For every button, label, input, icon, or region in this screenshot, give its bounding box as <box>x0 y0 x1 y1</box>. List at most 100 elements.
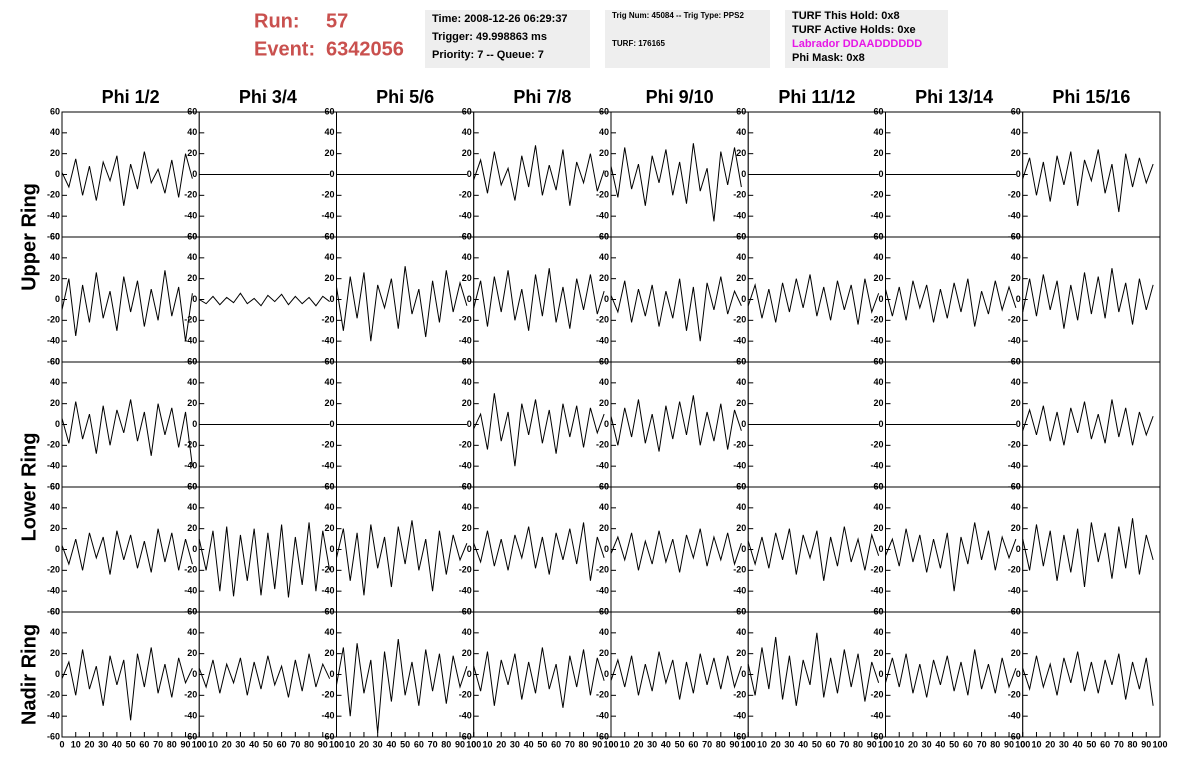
panel-frame <box>747 611 886 738</box>
panel-frame <box>473 236 612 363</box>
y-tick-label: -60 <box>733 231 746 241</box>
waveform <box>61 399 193 467</box>
y-tick-label: -40 <box>184 711 197 721</box>
y-tick-label: 0 <box>741 169 746 179</box>
y-tick-label: 20 <box>50 523 60 533</box>
waveform <box>610 528 742 573</box>
x-tick-label: 100 <box>329 739 344 749</box>
y-tick-label: 20 <box>736 523 746 533</box>
waveform <box>198 522 331 598</box>
phi-mask: Phi Mask: 0x8 <box>792 52 865 64</box>
x-tick-label: 90 <box>181 739 191 749</box>
y-tick-label: 0 <box>467 419 472 429</box>
column-header: Phi 3/4 <box>239 87 297 107</box>
y-tick-label: -60 <box>47 356 60 366</box>
y-tick-label: -60 <box>459 606 472 616</box>
x-tick-label: 10 <box>208 739 218 749</box>
x-tick-label: 30 <box>510 739 520 749</box>
y-tick-label: -20 <box>1008 440 1021 450</box>
y-tick-label: -60 <box>321 356 334 366</box>
x-tick-label: 100 <box>1015 739 1030 749</box>
y-tick-label: 0 <box>1016 294 1021 304</box>
x-tick-label: 0 <box>608 739 613 749</box>
ring-label: Nadir Ring <box>18 624 40 725</box>
y-tick-label: 40 <box>736 502 746 512</box>
y-tick-label: -40 <box>321 586 334 596</box>
waveform <box>473 522 605 581</box>
x-tick-label: 60 <box>688 739 698 749</box>
y-tick-label: -20 <box>184 440 197 450</box>
y-tick-label: -20 <box>733 315 746 325</box>
y-tick-label: -20 <box>47 190 60 200</box>
y-tick-label: 0 <box>192 419 197 429</box>
x-tick-label: 80 <box>167 739 177 749</box>
y-tick-label: -20 <box>733 565 746 575</box>
x-tick-label: 60 <box>277 739 287 749</box>
waveform <box>473 268 605 331</box>
y-tick-label: 40 <box>187 627 197 637</box>
x-tick-label: 50 <box>1086 739 1096 749</box>
y-tick-label: 0 <box>741 544 746 554</box>
y-tick-label: 20 <box>324 648 334 658</box>
waveform <box>610 395 742 452</box>
y-tick-label: 60 <box>50 481 60 491</box>
y-tick-label: 40 <box>462 252 472 262</box>
x-tick-label: 90 <box>867 739 877 749</box>
y-tick-label: -40 <box>321 461 334 471</box>
panel-frame <box>610 111 749 238</box>
y-tick-label: 20 <box>599 398 609 408</box>
y-tick-label: 60 <box>187 106 197 116</box>
y-tick-label: -40 <box>733 586 746 596</box>
y-tick-label: -60 <box>1008 481 1021 491</box>
waveform <box>473 145 605 206</box>
y-tick-label: 60 <box>873 481 883 491</box>
y-tick-label: -20 <box>870 315 883 325</box>
y-tick-label: -40 <box>459 336 472 346</box>
y-tick-label: 40 <box>1011 377 1021 387</box>
x-tick-label: 10 <box>757 739 767 749</box>
y-tick-label: 20 <box>599 148 609 158</box>
x-tick-label: 0 <box>471 739 476 749</box>
y-tick-label: -20 <box>459 690 472 700</box>
y-tick-label: -40 <box>459 586 472 596</box>
y-tick-label: -40 <box>184 586 197 596</box>
y-tick-label: -60 <box>47 606 60 616</box>
y-tick-label: -60 <box>459 231 472 241</box>
y-tick-label: -40 <box>1008 711 1021 721</box>
labrador: Labrador DDAADDDDDD <box>792 38 922 50</box>
y-tick-label: -20 <box>459 315 472 325</box>
x-tick-label: 70 <box>565 739 575 749</box>
y-tick-label: -20 <box>47 315 60 325</box>
y-tick-label: -60 <box>1008 356 1021 366</box>
y-tick-label: 60 <box>873 231 883 241</box>
y-tick-label: -40 <box>459 461 472 471</box>
y-tick-label: 40 <box>873 502 883 512</box>
x-tick-label: 40 <box>661 739 671 749</box>
y-tick-label: 60 <box>736 356 746 366</box>
waveform <box>747 632 880 706</box>
x-tick-label: 70 <box>702 739 712 749</box>
y-tick-label: 40 <box>736 252 746 262</box>
x-tick-label: 80 <box>304 739 314 749</box>
y-tick-label: -40 <box>596 211 609 221</box>
y-tick-label: 0 <box>878 169 883 179</box>
y-tick-label: -20 <box>47 565 60 575</box>
y-tick-label: 40 <box>599 502 609 512</box>
x-tick-label: 100 <box>466 739 481 749</box>
waveform <box>610 651 742 700</box>
x-tick-label: 100 <box>192 739 207 749</box>
panel-frame <box>1022 611 1161 738</box>
waveform <box>610 143 742 222</box>
y-tick-label: 60 <box>873 106 883 116</box>
run-label: Run: <box>254 10 300 32</box>
y-tick-label: -60 <box>733 731 746 741</box>
y-tick-label: 60 <box>324 231 334 241</box>
y-tick-label: -60 <box>870 231 883 241</box>
y-tick-label: 20 <box>50 648 60 658</box>
y-tick-label: -20 <box>184 565 197 575</box>
y-tick-label: 20 <box>462 648 472 658</box>
x-tick-label: 70 <box>977 739 987 749</box>
y-tick-label: -20 <box>184 690 197 700</box>
y-tick-label: 40 <box>736 377 746 387</box>
y-tick-label: -20 <box>733 440 746 450</box>
